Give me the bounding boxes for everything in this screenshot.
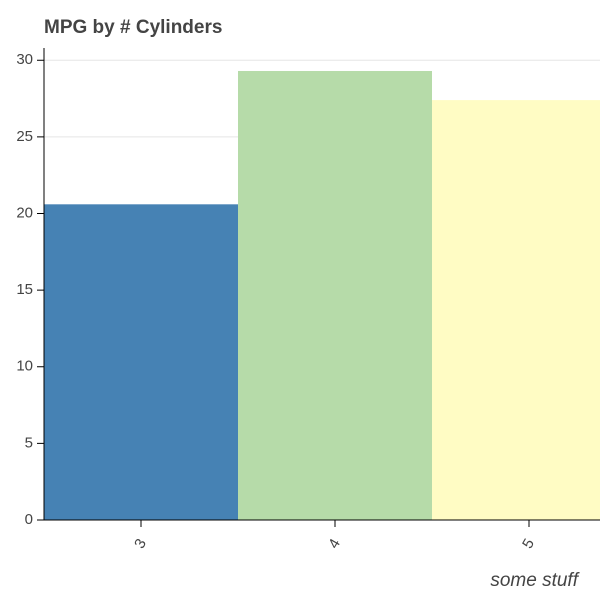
- chart-title: MPG by # Cylinders: [44, 17, 222, 38]
- y-tick-label: 5: [25, 434, 33, 451]
- bar: [432, 100, 600, 521]
- x-axis-label: some stuff: [490, 570, 579, 591]
- x-tick-label: 3: [131, 536, 150, 552]
- y-tick-label: 20: [16, 204, 33, 221]
- y-tick-label: 30: [16, 51, 33, 68]
- y-tick-label: 0: [25, 511, 33, 528]
- y-tick-label: 25: [16, 128, 33, 145]
- bar: [44, 204, 238, 520]
- x-tick-label: 4: [325, 536, 344, 552]
- y-tick-label: 10: [16, 358, 33, 375]
- y-tick-label: 15: [16, 281, 33, 298]
- bar: [238, 70, 432, 521]
- x-tick-label: 5: [519, 536, 538, 552]
